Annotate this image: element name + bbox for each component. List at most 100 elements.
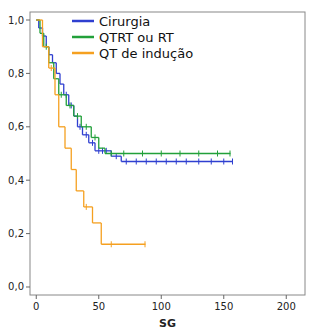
- y-tick: [26, 20, 30, 21]
- survival-drop: [68, 95, 69, 106]
- survival-step: [121, 161, 232, 162]
- censor-mark: [51, 65, 52, 71]
- censor-mark: [126, 159, 127, 165]
- censor-mark: [217, 151, 218, 157]
- survival-drop: [76, 170, 77, 191]
- survival-drop: [63, 84, 64, 95]
- survival-drop: [91, 127, 92, 138]
- x-tick-label: 0: [33, 301, 39, 312]
- censor-mark: [86, 204, 87, 210]
- censor-mark: [77, 113, 78, 119]
- survival-drop: [39, 20, 40, 33]
- y-tick: [26, 73, 30, 74]
- survival-drop: [59, 73, 60, 84]
- censor-mark: [136, 159, 137, 165]
- censor-mark: [230, 151, 231, 157]
- censor-mark: [211, 159, 212, 165]
- legend-label: QT de indução: [99, 46, 193, 61]
- y-tick-label: 0,6: [8, 121, 24, 132]
- survival-drop: [53, 63, 54, 79]
- y-tick: [26, 180, 30, 181]
- censor-mark: [142, 151, 143, 157]
- censor-mark: [86, 132, 87, 138]
- survival-drop: [73, 105, 74, 116]
- survival-step: [59, 126, 65, 127]
- x-tick-label: 50: [92, 301, 105, 312]
- survival-step: [95, 150, 111, 151]
- survival-step: [83, 134, 89, 135]
- survival-step: [84, 206, 93, 207]
- survival-drop: [94, 143, 95, 151]
- censor-mark: [86, 124, 87, 130]
- legend-swatch: [72, 52, 94, 55]
- survival-drop: [101, 223, 102, 244]
- survival-drop: [56, 63, 57, 74]
- survival-drop: [43, 33, 44, 46]
- survival-drop: [81, 116, 82, 127]
- legend-label: QTRT ou RT: [99, 30, 174, 45]
- survival-drop: [54, 68, 55, 95]
- censor-mark: [161, 151, 162, 157]
- y-tick-label: 0,4: [8, 175, 24, 186]
- censor-mark: [95, 134, 96, 140]
- survival-step: [49, 62, 54, 63]
- censor-mark: [80, 124, 81, 130]
- survival-step: [93, 222, 102, 223]
- plot-marks: [36, 20, 233, 247]
- censor-mark: [111, 241, 112, 247]
- legend-swatch: [72, 20, 94, 23]
- censor-mark: [146, 159, 147, 165]
- legend: CirurgiaQTRT ou RTQT de indução: [72, 14, 193, 61]
- x-tick: [98, 295, 99, 299]
- censor-mark: [198, 159, 199, 165]
- censor-mark: [70, 102, 71, 108]
- x-tick-label: 200: [277, 301, 296, 312]
- survival-step: [65, 148, 71, 149]
- censor-mark: [198, 151, 199, 157]
- survival-drop: [82, 127, 83, 135]
- legend-swatch: [72, 36, 94, 39]
- censor-mark: [92, 140, 93, 146]
- survival-drop: [58, 95, 59, 127]
- survival-drop: [71, 148, 72, 169]
- survival-drop: [104, 148, 105, 153]
- y-tick-label: 0,8: [8, 68, 24, 79]
- censor-mark: [145, 241, 146, 247]
- survival-drop: [64, 127, 65, 148]
- survival-drop: [111, 151, 112, 156]
- censor-mark: [180, 151, 181, 157]
- x-tick-label: 150: [214, 301, 233, 312]
- survival-step: [71, 169, 76, 170]
- survival-drop: [42, 20, 43, 47]
- survival-drop: [83, 191, 84, 207]
- censor-mark: [223, 159, 224, 165]
- censor-mark: [156, 159, 157, 165]
- survival-step: [49, 67, 55, 68]
- x-tick: [36, 295, 37, 299]
- survival-drop: [52, 55, 53, 63]
- survival-step: [76, 190, 84, 191]
- y-tick: [26, 233, 30, 234]
- chart: 0,00,20,40,60,81,0050100150200SGCirurgia…: [0, 0, 311, 336]
- x-tick: [161, 295, 162, 299]
- plot-frame: [30, 12, 305, 295]
- legend-label: Cirurgia: [99, 14, 150, 29]
- y-tick-label: 0,2: [8, 228, 24, 239]
- survival-step: [101, 244, 145, 245]
- y-tick-label: 1,0: [8, 15, 24, 26]
- survival-drop: [48, 47, 49, 68]
- x-tick: [223, 295, 224, 299]
- survival-drop: [58, 79, 59, 95]
- y-tick: [26, 126, 30, 127]
- survival-step: [59, 94, 67, 95]
- survival-drop: [92, 207, 93, 223]
- survival-step: [43, 46, 49, 47]
- censor-mark: [123, 151, 124, 157]
- survival-drop: [38, 20, 39, 28]
- censor-mark: [186, 159, 187, 165]
- censor-mark: [111, 151, 112, 157]
- survival-drop: [121, 156, 122, 161]
- survival-drop: [88, 135, 89, 143]
- survival-drop: [73, 105, 74, 116]
- survival-step: [99, 148, 105, 149]
